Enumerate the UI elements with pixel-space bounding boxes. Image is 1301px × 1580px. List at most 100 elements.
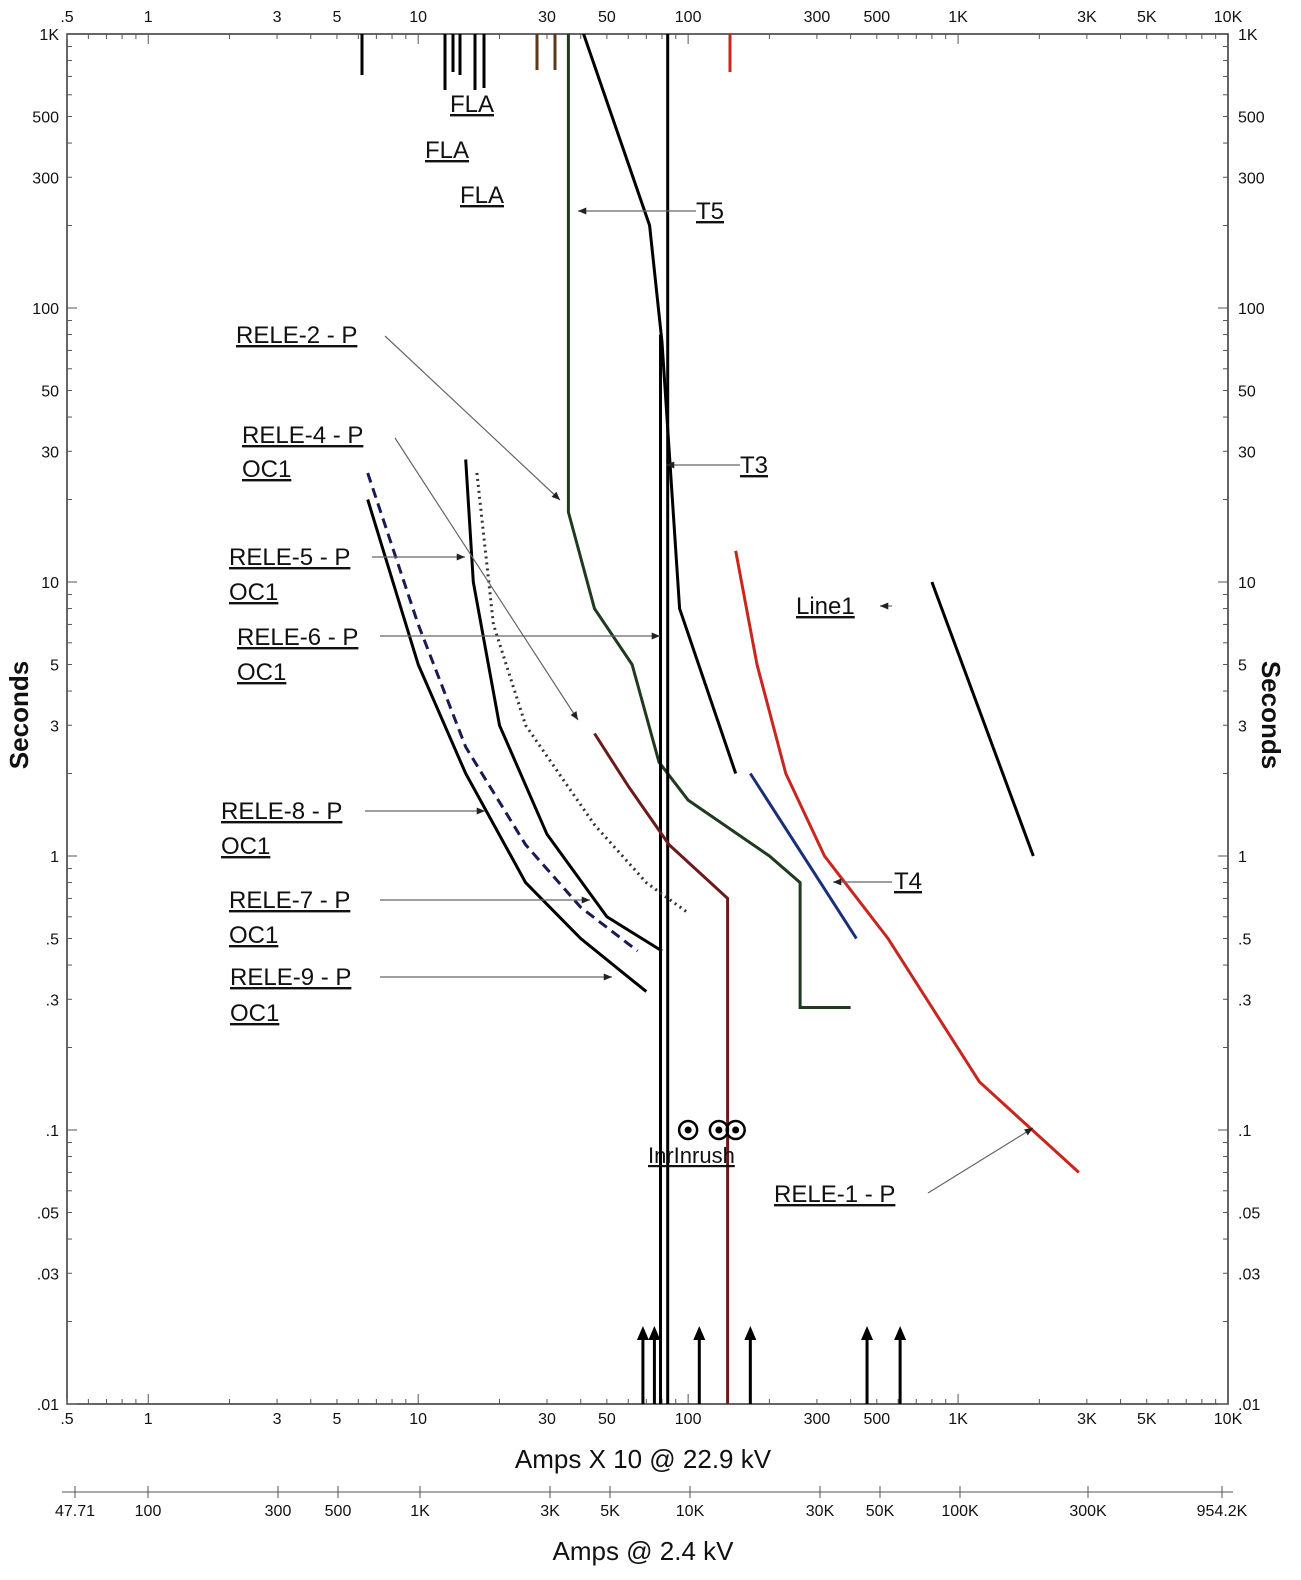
curve-label-t4: T4 bbox=[894, 868, 922, 895]
ticks-layer bbox=[62, 34, 1233, 1498]
y-tick-label-left: .3 bbox=[46, 992, 59, 1009]
label-leader-arrow bbox=[833, 878, 841, 885]
y-tick-label-right: .03 bbox=[1238, 1266, 1260, 1283]
y-tick-label-left: 500 bbox=[32, 109, 59, 126]
x2-tick-label: 1K bbox=[410, 1503, 430, 1520]
y-tick-label-right: 50 bbox=[1238, 383, 1256, 400]
fault-arrow-head bbox=[861, 1326, 873, 1340]
x2-tick-label: 954.2K bbox=[1197, 1503, 1248, 1520]
x2-tick-label: 30K bbox=[806, 1503, 835, 1520]
x-tick-label-bottom: 100 bbox=[675, 1411, 702, 1428]
curve-label-fla3: FLA bbox=[460, 182, 504, 209]
fault-arrow-head bbox=[637, 1326, 649, 1340]
x-tick-label-top: 50 bbox=[598, 9, 616, 26]
inrush-point-center bbox=[715, 1127, 722, 1134]
x-tick-label-top: .5 bbox=[60, 9, 73, 26]
curve-label-rele7oc: OC1 bbox=[229, 922, 278, 949]
label-leader-arrow bbox=[571, 711, 578, 720]
x2-tick-label: 100K bbox=[941, 1503, 979, 1520]
y-tick-label-left: .01 bbox=[37, 1397, 59, 1414]
curve-rele-5-p bbox=[466, 460, 662, 952]
curve-label-rele4oc: OC1 bbox=[242, 456, 291, 483]
curve-label-rele9: RELE-9 - P bbox=[230, 964, 351, 991]
y-tick-label-left: 100 bbox=[32, 301, 59, 318]
y-tick-label-right: .05 bbox=[1238, 1205, 1260, 1222]
curve-label-fla2: FLA bbox=[425, 137, 469, 164]
x-tick-label-bottom: 5 bbox=[332, 1411, 341, 1428]
x-tick-label-top: 1K bbox=[948, 9, 968, 26]
x2-axis-title: Amps @ 2.4 kV bbox=[552, 1536, 734, 1566]
y-tick-label-left: .03 bbox=[37, 1266, 59, 1283]
y-tick-label-right: 1K bbox=[1238, 27, 1258, 44]
y-tick-label-right: 30 bbox=[1238, 444, 1256, 461]
curve-label-rele6: RELE-6 - P bbox=[237, 624, 358, 651]
x-tick-label-bottom: .5 bbox=[60, 1411, 73, 1428]
y-tick-label-right: 500 bbox=[1238, 109, 1265, 126]
y-tick-label-right: .5 bbox=[1238, 931, 1251, 948]
curve-label-t5: T5 bbox=[696, 198, 724, 225]
x-tick-label-bottom: 1 bbox=[144, 1411, 153, 1428]
curve-label-rele5oc: OC1 bbox=[229, 579, 278, 606]
inrush-point-center bbox=[732, 1127, 739, 1134]
curve-label-fla1: FLA bbox=[450, 91, 494, 118]
y-tick-label-left: 3 bbox=[50, 718, 59, 735]
curve-label-rele5: RELE-5 - P bbox=[229, 544, 350, 571]
y-tick-label-left: 30 bbox=[41, 444, 59, 461]
y-tick-label-right: .1 bbox=[1238, 1123, 1251, 1140]
y-tick-label-right: 5 bbox=[1238, 657, 1247, 674]
fault-arrow-head bbox=[744, 1326, 756, 1340]
curves-layer bbox=[362, 34, 1079, 1404]
curve-label-rele4: RELE-4 - P bbox=[242, 422, 363, 449]
x-tick-label-bottom: 1K bbox=[948, 1411, 968, 1428]
y-tick-label-right: 100 bbox=[1238, 301, 1265, 318]
curve-label-inrush: InrInrush bbox=[648, 1143, 735, 1168]
curve-label-rele9oc: OC1 bbox=[230, 1000, 279, 1027]
label-leader-arrow bbox=[1024, 1128, 1033, 1135]
x-tick-label-top: 3 bbox=[273, 9, 282, 26]
label-leader-arrow bbox=[604, 973, 612, 980]
y-tick-label-left: .1 bbox=[46, 1123, 59, 1140]
x2-tick-label: 50K bbox=[866, 1503, 895, 1520]
x-tick-label-top: 300 bbox=[804, 9, 831, 26]
y-tick-label-left: 1 bbox=[50, 849, 59, 866]
y-tick-label-right: 1 bbox=[1238, 849, 1247, 866]
x2-tick-label: 300 bbox=[265, 1503, 292, 1520]
x2-tick-label: 10K bbox=[676, 1503, 705, 1520]
x2-tick-label: 5K bbox=[600, 1503, 620, 1520]
curve-label-t3: T3 bbox=[740, 452, 768, 479]
curve-label-rele7: RELE-7 - P bbox=[229, 887, 350, 914]
y-tick-label-right: .3 bbox=[1238, 992, 1251, 1009]
fault-arrow-head bbox=[693, 1326, 705, 1340]
curve-label-rele1: RELE-1 - P bbox=[774, 1181, 895, 1208]
y-tick-label-left: 10 bbox=[41, 575, 59, 592]
x-tick-label-bottom: 500 bbox=[863, 1411, 890, 1428]
x2-tick-label: 100 bbox=[135, 1503, 162, 1520]
y-tick-label-right: 300 bbox=[1238, 170, 1265, 187]
x-tick-label-bottom: 5K bbox=[1137, 1411, 1157, 1428]
label-leader-arrow bbox=[582, 896, 590, 903]
inrush-point-center bbox=[685, 1127, 692, 1134]
x-tick-label-bottom: 300 bbox=[804, 1411, 831, 1428]
x2-tick-label: 3K bbox=[540, 1503, 560, 1520]
curve-rele-6-p bbox=[477, 473, 688, 913]
x-tick-label-bottom: 10 bbox=[409, 1411, 427, 1428]
y-tick-label-left: .5 bbox=[46, 931, 59, 948]
x2-tick-label: 300K bbox=[1069, 1503, 1107, 1520]
curve-label-rele2: RELE-2 - P bbox=[236, 322, 357, 349]
label-leader-line bbox=[385, 336, 560, 500]
curve-label-line1: Line1 bbox=[796, 593, 855, 620]
label-leader-arrow bbox=[578, 207, 586, 214]
x-tick-label-top: 5K bbox=[1137, 9, 1157, 26]
fault-arrow-head bbox=[648, 1326, 660, 1340]
y-tick-label-right: .01 bbox=[1238, 1397, 1260, 1414]
x2-tick-label: 500 bbox=[325, 1503, 352, 1520]
curve-line1 bbox=[932, 582, 1033, 856]
y-axis-title-right: Seconds bbox=[1256, 661, 1286, 769]
x-tick-label-bottom: 50 bbox=[598, 1411, 616, 1428]
y-tick-label-left: .05 bbox=[37, 1205, 59, 1222]
curve-t4 bbox=[750, 774, 856, 939]
curve-rele-8-p bbox=[368, 473, 638, 951]
y-tick-label-right: 3 bbox=[1238, 718, 1247, 735]
x2-tick-label: 47.71 bbox=[55, 1503, 95, 1520]
